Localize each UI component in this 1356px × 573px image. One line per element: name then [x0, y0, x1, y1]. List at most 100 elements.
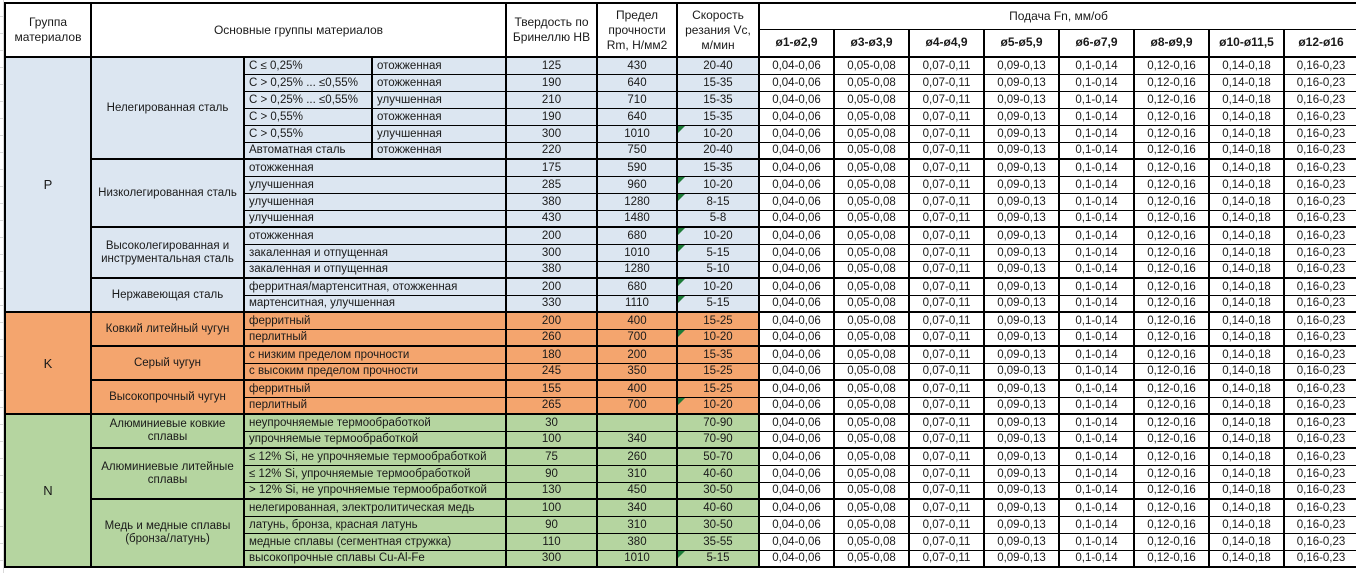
condition-cell[interactable]: с высоким пределом прочности [243, 362, 507, 381]
feed-cell[interactable]: 0,12-0,16 [1133, 498, 1210, 517]
feed-cell[interactable]: 0,05-0,08 [833, 311, 910, 330]
feed-cell[interactable]: 0,16-0,23 [1282, 277, 1356, 296]
feed-cell[interactable]: 0,07-0,11 [908, 481, 985, 500]
feed-cell[interactable]: 0,14-0,18 [1208, 379, 1285, 398]
condition-cell[interactable]: высокопрочные сплавы Cu-Al-Fe [243, 549, 507, 568]
feed-cell[interactable]: 0,09-0,13 [983, 226, 1060, 245]
strength-cell[interactable]: 1010 [596, 124, 678, 143]
condition-cell[interactable]: улучшенная [243, 192, 507, 211]
strength-cell[interactable]: 260 [596, 447, 678, 466]
feed-cell[interactable]: 0,09-0,13 [983, 464, 1060, 483]
feed-cell[interactable]: 0,04-0,06 [758, 209, 835, 228]
feed-cell[interactable]: 0,07-0,11 [908, 430, 985, 449]
hardness-cell[interactable]: 75 [505, 447, 598, 466]
condition-cell[interactable]: C ≤ 0,25% [243, 56, 373, 75]
feed-cell[interactable]: 0,12-0,16 [1133, 107, 1210, 126]
feed-cell[interactable]: 0,12-0,16 [1133, 464, 1210, 483]
feed-cell[interactable]: 0,09-0,13 [983, 549, 1060, 568]
feed-cell[interactable]: 0,09-0,13 [983, 532, 1060, 551]
feed-cell[interactable]: 0,14-0,18 [1208, 430, 1285, 449]
speed-cell[interactable]: 10-20 [676, 175, 760, 194]
material-subgroup-cell[interactable]: Алюминиевые ковкие сплавы [90, 413, 245, 449]
feed-cell[interactable]: 0,12-0,16 [1133, 532, 1210, 551]
feed-cell[interactable]: 0,16-0,23 [1282, 464, 1356, 483]
speed-cell[interactable]: 15-25 [676, 379, 760, 398]
feed-cell[interactable]: 0,05-0,08 [833, 379, 910, 398]
feed-cell[interactable]: 0,09-0,13 [983, 73, 1060, 92]
condition-cell[interactable]: отожженная [243, 226, 507, 245]
feed-cell[interactable]: 0,16-0,23 [1282, 328, 1356, 347]
feed-cell[interactable]: 0,04-0,06 [758, 515, 835, 534]
feed-cell[interactable]: 0,1-0,14 [1058, 124, 1135, 143]
feed-cell[interactable]: 0,04-0,06 [758, 362, 835, 381]
feed-cell[interactable]: 0,14-0,18 [1208, 413, 1285, 432]
speed-cell[interactable]: 10-20 [676, 124, 760, 143]
feed-cell[interactable]: 0,12-0,16 [1133, 515, 1210, 534]
feed-cell[interactable]: 0,04-0,06 [758, 413, 835, 432]
feed-cell[interactable]: 0,16-0,23 [1282, 532, 1356, 551]
feed-cell[interactable]: 0,09-0,13 [983, 498, 1060, 517]
hardness-cell[interactable]: 430 [505, 209, 598, 228]
feed-cell[interactable]: 0,05-0,08 [833, 90, 910, 109]
speed-cell[interactable]: 50-70 [676, 447, 760, 466]
feed-cell[interactable]: 0,07-0,11 [908, 311, 985, 330]
feed-cell[interactable]: 0,07-0,11 [908, 277, 985, 296]
feed-cell[interactable]: 0,14-0,18 [1208, 56, 1285, 75]
feed-cell[interactable]: 0,05-0,08 [833, 430, 910, 449]
feed-cell[interactable]: 0,16-0,23 [1282, 124, 1356, 143]
header-feed-title[interactable]: Подача Fn, мм/об [757, 2, 1356, 30]
feed-cell[interactable]: 0,14-0,18 [1208, 294, 1285, 313]
hardness-cell[interactable]: 330 [505, 294, 598, 313]
feed-cell[interactable]: 0,1-0,14 [1058, 226, 1135, 245]
feed-cell[interactable]: 0,1-0,14 [1058, 379, 1135, 398]
feed-cell[interactable]: 0,09-0,13 [983, 413, 1060, 432]
feed-cell[interactable]: 0,16-0,23 [1282, 430, 1356, 449]
feed-cell[interactable]: 0,1-0,14 [1058, 107, 1135, 126]
group-letter-cell[interactable]: P [4, 56, 92, 313]
feed-cell[interactable]: 0,16-0,23 [1282, 243, 1356, 262]
strength-cell[interactable]: 640 [596, 73, 678, 92]
strength-cell[interactable]: 1280 [596, 192, 678, 211]
feed-cell[interactable]: 0,12-0,16 [1133, 192, 1210, 211]
feed-cell[interactable]: 0,1-0,14 [1058, 243, 1135, 262]
feed-cell[interactable]: 0,12-0,16 [1133, 73, 1210, 92]
condition-cell[interactable]: ≤ 12% Si, не упрочняемые термообработкой [243, 447, 507, 466]
feed-cell[interactable]: 0,04-0,06 [758, 141, 835, 160]
feed-cell[interactable]: 0,07-0,11 [908, 345, 985, 364]
feed-cell[interactable]: 0,05-0,08 [833, 481, 910, 500]
feed-cell[interactable]: 0,12-0,16 [1133, 379, 1210, 398]
feed-cell[interactable]: 0,09-0,13 [983, 243, 1060, 262]
strength-cell[interactable]: 640 [596, 107, 678, 126]
feed-cell[interactable]: 0,12-0,16 [1133, 294, 1210, 313]
feed-cell[interactable]: 0,12-0,16 [1133, 175, 1210, 194]
hardness-cell[interactable]: 90 [505, 515, 598, 534]
feed-cell[interactable]: 0,04-0,06 [758, 124, 835, 143]
feed-cell[interactable]: 0,05-0,08 [833, 175, 910, 194]
feed-cell[interactable]: 0,14-0,18 [1208, 345, 1285, 364]
material-subgroup-cell[interactable]: Нелегированная сталь [90, 56, 245, 160]
condition-cell[interactable]: нелегированная, электролитическая медь [243, 498, 507, 517]
feed-cell[interactable]: 0,1-0,14 [1058, 532, 1135, 551]
speed-cell[interactable]: 5-15 [676, 549, 760, 568]
feed-cell[interactable]: 0,12-0,16 [1133, 447, 1210, 466]
feed-cell[interactable]: 0,09-0,13 [983, 396, 1060, 415]
feed-cell[interactable]: 0,09-0,13 [983, 107, 1060, 126]
feed-cell[interactable]: 0,14-0,18 [1208, 447, 1285, 466]
feed-cell[interactable]: 0,09-0,13 [983, 124, 1060, 143]
feed-cell[interactable]: 0,14-0,18 [1208, 124, 1285, 143]
strength-cell[interactable]: 310 [596, 464, 678, 483]
feed-cell[interactable]: 0,09-0,13 [983, 311, 1060, 330]
feed-cell[interactable]: 0,09-0,13 [983, 90, 1060, 109]
feed-cell[interactable]: 0,1-0,14 [1058, 413, 1135, 432]
feed-cell[interactable]: 0,07-0,11 [908, 379, 985, 398]
feed-cell[interactable]: 0,16-0,23 [1282, 549, 1356, 568]
strength-cell[interactable]: 590 [596, 158, 678, 177]
hardness-cell[interactable]: 190 [505, 73, 598, 92]
condition-cell[interactable]: отожженная [243, 158, 507, 177]
hardness-cell[interactable]: 300 [505, 124, 598, 143]
feed-cell[interactable]: 0,05-0,08 [833, 158, 910, 177]
feed-cell[interactable]: 0,07-0,11 [908, 498, 985, 517]
strength-cell[interactable]: 1110 [596, 294, 678, 313]
feed-cell[interactable]: 0,12-0,16 [1133, 396, 1210, 415]
hardness-cell[interactable]: 265 [505, 396, 598, 415]
